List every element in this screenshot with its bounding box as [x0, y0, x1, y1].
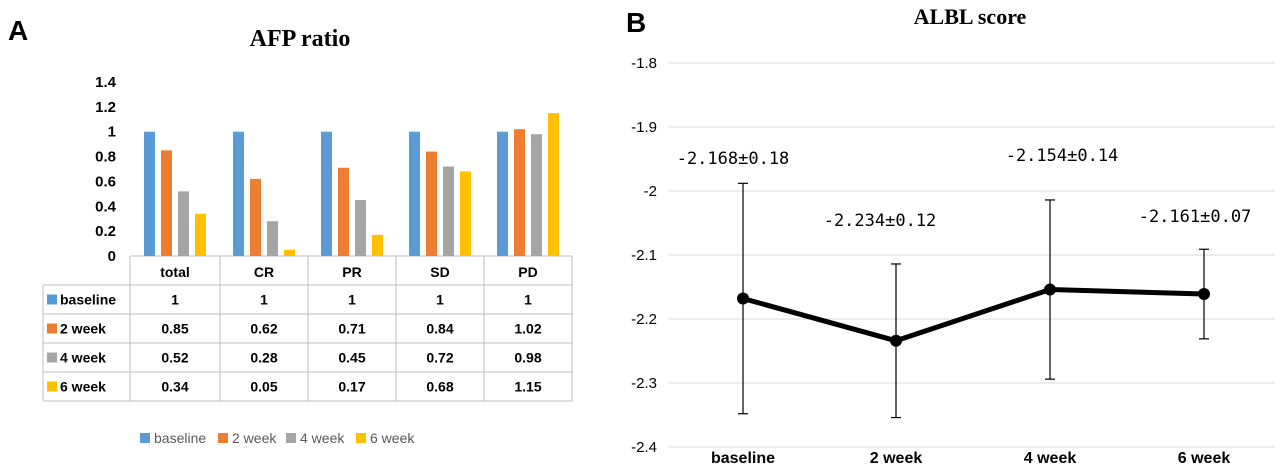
table-header-PD: PD: [518, 264, 537, 280]
panel-a-label: A: [8, 15, 28, 46]
y-tick-label: 0.8: [95, 149, 116, 166]
table-cell: 1: [348, 292, 356, 308]
legend-label: 4 week: [300, 430, 345, 446]
panel-a-chart: 0 0.2 0.4 0.6 0.8 1 1.2 1.4 total CR PR SD PD baselin…: [42, 74, 573, 446]
bar-2-week-CR: [250, 178, 261, 256]
annotation-label: -2.161±0.07: [1139, 207, 1252, 227]
data-point-6-week: [1198, 288, 1210, 301]
panel-a-title: AFP ratio: [250, 26, 351, 52]
table-cell: 1: [260, 292, 268, 308]
data-point-4-week: [1044, 283, 1056, 296]
bar-baseline-total: [144, 131, 155, 256]
legend-key-baseline: [140, 433, 150, 443]
y-tick-label: -1.8: [631, 55, 657, 72]
y-tick-label: -1.9: [631, 119, 657, 136]
table-cell: 0.45: [338, 350, 365, 366]
bar-baseline-PR: [321, 131, 332, 256]
table-cell: 0.28: [250, 350, 277, 366]
annotation-label: -2.154±0.14: [1006, 146, 1119, 166]
y-tick-label: 1: [108, 124, 116, 141]
table-header-CR: CR: [254, 264, 274, 280]
table-row-label: 2 week: [60, 321, 106, 337]
bar-2-week-total: [161, 150, 172, 256]
series-line: [742, 287, 1205, 344]
bar-6-week-PD: [548, 113, 559, 256]
table-row-label: baseline: [60, 292, 116, 308]
bar-6-week-total: [195, 213, 206, 256]
y-tick-label: 0.6: [95, 173, 116, 190]
y-tick-label: -2.4: [631, 439, 657, 456]
legend-key-6-week: [356, 433, 366, 443]
legend-key-4-week: [286, 433, 296, 443]
table-legend-key-6-week: [47, 381, 57, 392]
table-cell: 0.72: [426, 350, 453, 366]
table-header-PR: PR: [342, 264, 361, 280]
x-tick-label: baseline: [711, 450, 775, 466]
y-tick-label: 0.4: [95, 198, 117, 215]
table-legend-key-4-week: [47, 352, 57, 363]
table-cell: 0.84: [426, 321, 453, 337]
bar-2-week-SD: [426, 151, 437, 256]
table-cell: 1: [171, 292, 179, 308]
bar-2-week-PR: [338, 167, 349, 256]
x-tick-label: 6 week: [1178, 450, 1231, 466]
y-tick-label: 1.2: [95, 99, 116, 116]
legend-label: baseline: [154, 430, 206, 446]
y-tick-label: 1.4: [95, 74, 117, 91]
annotation-label: -2.234±0.12: [824, 211, 937, 231]
bar-4-week-CR: [267, 221, 278, 256]
table-legend-key-baseline: [47, 294, 57, 305]
table-cell: 0.52: [161, 350, 188, 366]
panel-b-label: B: [626, 7, 646, 38]
annotation-label: -2.168±0.18: [677, 149, 790, 169]
y-tick-label: 0.2: [95, 223, 116, 240]
panel-b-title: ALBL score: [914, 4, 1027, 29]
bar-6-week-PR: [372, 234, 383, 256]
bar-baseline-SD: [409, 131, 420, 256]
y-tick-label: -2: [644, 183, 657, 200]
bar-baseline-PD: [497, 131, 508, 256]
bar-2-week-PD: [514, 129, 525, 256]
table-cell: 1.15: [514, 379, 541, 395]
table-cell: 1.02: [514, 321, 541, 337]
table-cell: 1: [524, 292, 532, 308]
panel-b-chart: -1.8 -1.9 -2 -2.1 -2.2 -2.3 -2.4 baseline 2 week…: [631, 55, 1275, 466]
y-tick-label: 0: [108, 248, 116, 265]
bar-4-week-PR: [355, 200, 366, 256]
legend-key-2-week: [218, 433, 228, 443]
bar-6-week-SD: [460, 171, 471, 256]
table-cell: 0.34: [161, 379, 188, 395]
x-tick-label: 2 week: [870, 450, 923, 466]
legend-label: 6 week: [370, 430, 415, 446]
bar-4-week-PD: [531, 134, 542, 256]
table-header-SD: SD: [430, 264, 449, 280]
x-tick-label: 4 week: [1024, 450, 1077, 466]
table-cell: 0.98: [514, 350, 541, 366]
data-point-baseline: [737, 292, 749, 305]
y-tick-label: -2.3: [631, 375, 657, 392]
table-cell: 0.05: [250, 379, 277, 395]
data-point-2-week: [890, 334, 902, 347]
table-cell: 0.68: [426, 379, 453, 395]
table-cell: 0.62: [250, 321, 277, 337]
table-row-label: 6 week: [60, 379, 106, 395]
y-tick-label: -2.2: [631, 311, 657, 328]
bar-4-week-SD: [443, 166, 454, 256]
table-cell: 0.17: [338, 379, 365, 395]
table-cell: 0.71: [338, 321, 365, 337]
table-cell: 1: [436, 292, 444, 308]
bar-4-week-total: [178, 191, 189, 256]
bar-baseline-CR: [233, 131, 244, 256]
legend-label: 2 week: [232, 430, 277, 446]
table-header-total: total: [160, 264, 190, 280]
bar-6-week-CR: [284, 249, 295, 256]
table-cell: 0.85: [161, 321, 188, 337]
table-row-label: 4 week: [60, 350, 106, 366]
table-legend-key-2-week: [47, 323, 57, 334]
y-tick-label: -2.1: [631, 247, 657, 264]
